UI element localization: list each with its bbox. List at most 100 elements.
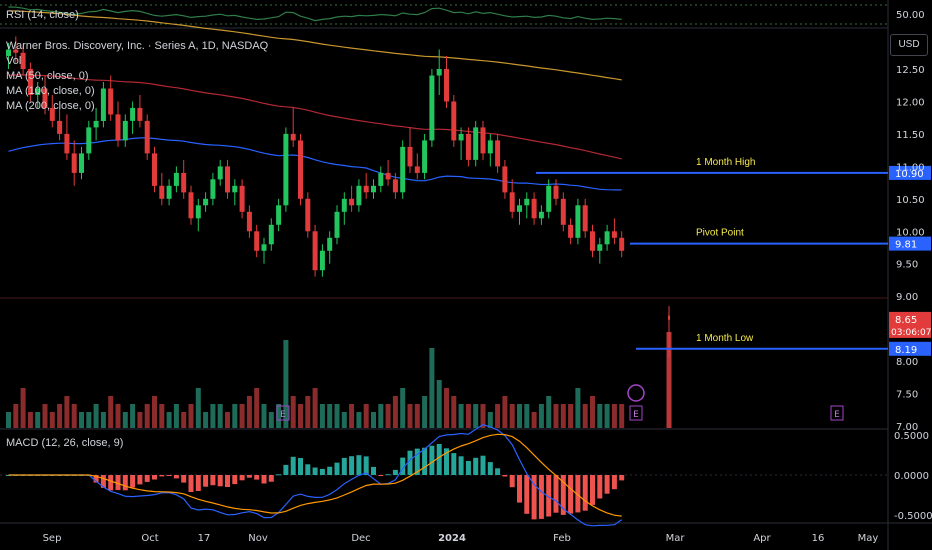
volume-bar [57,404,63,428]
volume-bar [429,348,435,428]
price-tick-label: 10.50 [896,195,925,206]
dividend-badge [627,384,645,402]
macd-histogram-bar [392,469,398,475]
rsi-legend[interactable]: RSI (14, close) [6,9,79,21]
volume-bar [268,412,274,428]
volume-bar [35,412,41,428]
candle-body [159,185,165,199]
currency-button[interactable]: USD [890,34,928,56]
volume-bar [363,404,369,428]
candle-body [173,172,179,186]
macd-histogram-bar [312,467,318,475]
volume-bar [473,404,479,428]
candle-body [378,172,384,186]
macd-histogram-bar [385,474,391,476]
candle-body [122,120,128,141]
macd-histogram-bar [363,456,369,475]
macd-histogram-bar [487,462,493,475]
volume-bar [71,404,77,428]
volume-bar [590,396,595,428]
volume-bar [261,404,267,428]
ma50-legend[interactable]: MA (50, close, 0) [6,70,89,82]
volume-bar [546,396,552,428]
ma100-legend[interactable]: MA (100, close, 0) [6,85,95,97]
macd-histogram-bar [597,475,603,499]
candle-body [49,107,55,121]
time-tick-label: Sep [43,533,62,544]
macd-histogram-bar [195,475,201,491]
candle-body [531,198,537,219]
macd-legend[interactable]: MACD (12, 26, close, 9) [6,437,124,449]
candle-body [239,185,245,212]
time-tick-label: Mar [666,533,686,544]
candle-body [619,237,625,251]
macd-histogram-bar [246,475,252,478]
volume-bar [517,404,522,428]
candle-body [268,224,274,245]
volume-bar [458,404,464,428]
macd-histogram-bar [356,455,362,475]
macd-histogram-bar [203,475,209,487]
volume-bars [6,332,672,428]
candle-body [79,153,84,173]
volume-bar [239,404,245,428]
volume-bar [407,404,413,428]
macd-histogram-bar [93,475,99,483]
macd-histogram-bar [122,475,128,491]
volume-bar [465,404,471,428]
candle-body [137,107,143,121]
volume-bar [181,412,187,428]
price-tick-label: 8.00 [896,357,918,368]
candle-body [385,172,391,180]
candle-body [130,107,136,121]
macd-histogram-bar [173,475,179,479]
volume-bar [422,396,428,428]
macd-histogram-bar [568,475,574,514]
symbol-title: Warner Bros. Discovery, Inc. · Series A,… [6,40,269,52]
volume-bar [246,396,252,428]
ma200-legend[interactable]: MA (200, close, 0) [6,100,95,112]
signal-line [8,433,622,517]
volume-bar [392,396,398,428]
candle-body [290,133,296,141]
volume-bar [582,404,588,428]
volume-bar [378,404,384,428]
candle-body [356,185,362,206]
candle-body [232,185,238,193]
volume-bar [502,396,508,428]
level-label: Pivot Point [696,228,744,239]
price-tick-label: 11.00 [896,162,925,173]
candle-body [444,69,449,102]
candle-body [20,52,26,69]
volume-bar [86,412,92,428]
candle-body [188,192,194,219]
price-axis: 12.50 12.00 11.50 11.00 10.50 10.00 9.50 9.00 8.… [894,65,932,522]
candle-body [422,140,428,173]
time-tick-label: Apr [753,533,771,544]
candle-body [217,166,223,180]
macd-histogram-bar [458,456,464,475]
time-tick-label: Nov [248,533,268,544]
macd-histogram-bar [604,475,610,494]
price-tick-label: 11.50 [896,130,925,141]
candle-body [604,231,610,245]
candle-body [319,250,325,271]
macd-histogram-bar [560,475,566,515]
macd-histogram-bar [159,475,165,477]
volume-bar [356,412,362,428]
earnings-badge [276,405,290,421]
macd-histogram-bar [590,475,595,505]
earnings-badge-letter: E [280,410,286,420]
candle-body [575,205,581,238]
candle-body [86,127,92,154]
ma50-line [8,137,622,191]
candle-body [13,49,19,53]
last-price-value: 8.65 [895,315,917,326]
vol-legend[interactable]: Vol [6,55,22,67]
macd-histogram-bar [108,475,114,491]
volume-bar [173,404,179,428]
macd-histogram-bar [400,457,406,475]
macd-line [8,424,623,527]
